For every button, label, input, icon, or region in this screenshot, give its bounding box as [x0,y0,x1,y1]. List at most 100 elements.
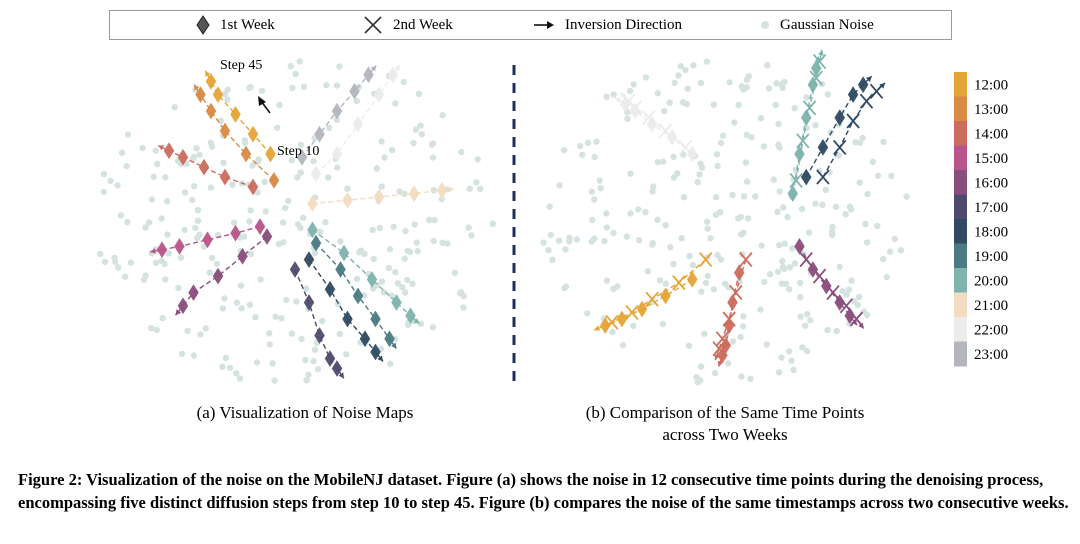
noise-point [642,74,650,81]
x-marker [796,133,810,149]
diamond-marker [202,231,213,249]
trajectories-panel-b [593,49,886,367]
noise-point [178,350,186,358]
noise-point [678,235,685,242]
noise-point [779,257,786,265]
noise-point [597,185,604,192]
noise-point [737,333,744,341]
noise-point [713,151,721,158]
diamond-marker [303,294,315,311]
noise-point [591,153,598,161]
diamond-marker [794,237,805,255]
noise-point [798,205,806,213]
noise-point [220,159,227,166]
noise-point [819,201,826,208]
diamond-marker [156,241,168,259]
noise-point [562,246,569,253]
noise-point [289,84,296,92]
noise-point [609,328,616,336]
noise-point [670,260,677,268]
noise-point [221,90,229,98]
diamond-marker [342,191,353,209]
noise-point [381,154,388,161]
noise-point [610,229,617,237]
diamond-marker [198,158,210,176]
x-marker [739,252,753,268]
noise-point [573,236,580,243]
noise-point [254,189,261,196]
diamond-marker [205,102,217,120]
noise-point [468,232,475,239]
colorbar-label: 17:00 [974,200,1008,216]
noise-point [429,324,437,331]
noise-point [812,200,819,207]
noise-point [786,264,794,271]
noise-point [757,306,764,313]
trajectory-line [308,259,377,353]
noise-point [603,210,610,217]
diamond-marker [331,360,343,377]
x-marker [789,172,803,188]
noise-point [886,248,894,255]
noise-point [400,78,407,86]
noise-point [412,126,420,133]
noise-point [763,341,770,348]
noise-point [413,239,420,246]
noise-point [635,206,642,213]
diamond-marker [324,280,336,298]
noise-point [807,317,814,324]
noise-point [222,354,230,361]
noise-point [716,209,723,216]
noise-point [739,323,747,330]
noise-point [803,94,810,101]
x-marker [699,252,713,268]
arrow-right-icon [534,21,554,29]
noise-point [221,295,228,302]
colorbar-cell [954,96,967,122]
trajectory-arrow-head [594,325,600,331]
diamond-marker [687,270,698,288]
diamond-marker [310,234,322,252]
noise-point [388,292,395,299]
noise-point [540,239,547,246]
noise-point [474,156,481,163]
noise-point [392,100,399,107]
noise-point [115,264,122,271]
noise-point [288,330,296,337]
noise-point [378,278,386,285]
noise-point [689,261,697,269]
noise-point [789,245,796,252]
noise-point [430,187,437,194]
noise-point [644,268,651,275]
colorbar-cell [954,341,967,367]
trajectories-panel-a [150,64,454,379]
noise-point [654,90,661,97]
noise-point [325,124,333,131]
noise-point [791,260,799,267]
subcaption-b-line1: (b) Comparison of the Same Time Points [585,403,865,422]
diamond-marker [660,287,671,305]
noise-point [869,158,877,166]
noise-point [426,216,433,224]
diamond-marker [733,264,745,282]
noise-point [300,83,308,91]
diamond-marker [303,251,315,269]
noise-point [579,151,586,158]
noise-point [610,91,617,98]
noise-point [219,363,226,370]
diamond-marker [265,145,276,163]
legend-label-inversion-direction: Inversion Direction [565,16,683,33]
noise-point [874,222,881,230]
noise-point [791,105,798,112]
trajectory-arrow-head [865,76,872,82]
noise-point [489,220,496,227]
colorbar-cell [954,170,967,195]
noise-point [246,84,253,91]
x-marker [672,275,686,291]
noise-point [272,313,279,320]
diamond-marker [331,102,343,120]
trajectory-arrow-head [158,145,165,151]
noise-point [710,286,718,293]
noise-point [357,247,365,254]
noise-point [266,330,273,337]
